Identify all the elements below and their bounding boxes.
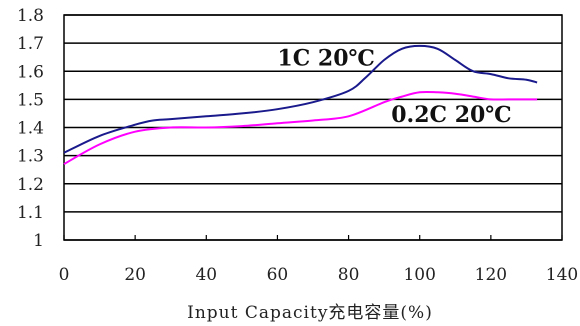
y-tick-label: 1.3 [17,147,44,167]
x-tick-label: 140 [546,265,578,285]
y-axis-ticks: 1 1.1 1.2 1.3 1.4 1.5 1.6 1.7 1.8 [17,6,44,251]
x-tick-label: 20 [124,265,146,285]
x-axis-ticks: 0 20 40 60 80 100 120 140 [59,235,578,285]
x-tick-label: 120 [475,265,507,285]
plot-frame [63,14,563,241]
x-tick-label: 40 [195,265,217,285]
y-tick-label: 1.5 [17,90,44,110]
series-line-1c [63,44,538,154]
x-tick-label: 80 [338,265,360,285]
annotation-1c: 1C 20℃ [277,46,374,72]
y-tick-label: 1.1 [17,203,44,223]
y-tick-label: 1.7 [17,34,44,54]
x-tick-label: 60 [267,265,289,285]
series-group [63,44,538,165]
x-axis-label: Input Capacity充电容量(%) [187,303,433,323]
y-tick-label: 1 [33,231,44,251]
x-tick-label: 100 [403,265,435,285]
annotation-02c: 0.2C 20℃ [391,102,511,128]
y-tick-label: 1.4 [17,119,44,139]
y-tick-label: 1.8 [17,6,44,26]
x-tick-label: 0 [59,265,70,285]
y-tick-label: 1.2 [17,175,44,195]
y-tick-label: 1.6 [17,62,44,82]
series-line-02c [63,90,538,165]
